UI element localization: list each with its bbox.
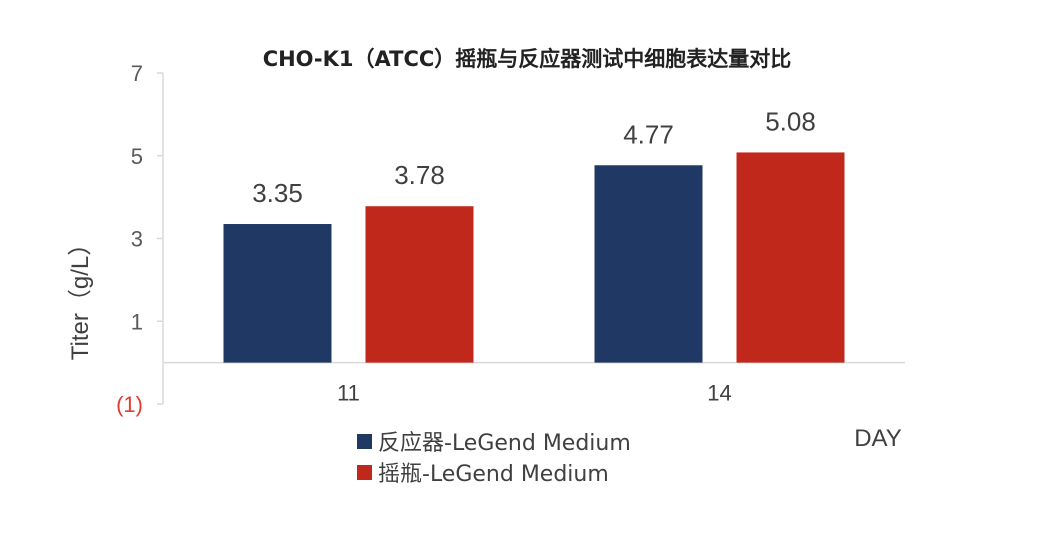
y-tick-label: (1) [116, 392, 143, 417]
y-axis: 7 5 3 1 (1) [116, 61, 164, 417]
data-label: 4.77 [623, 119, 674, 149]
chart-title: CHO-K1（ATCC）摇瓶与反应器测试中细胞表达量对比 [263, 47, 792, 71]
data-label: 3.35 [252, 178, 303, 208]
data-label: 5.08 [765, 106, 816, 136]
x-tick-label: 11 [337, 381, 360, 406]
bar [594, 165, 703, 363]
legend-label: 反应器-LeGend Medium [378, 431, 631, 456]
y-tick-label: 5 [131, 144, 143, 169]
legend: 反应器-LeGend Medium 摇瓶-LeGend Medium [357, 431, 631, 487]
x-axis: 11 14 [163, 361, 905, 406]
y-tick-label: 3 [131, 227, 143, 252]
y-tick-label: 7 [131, 61, 143, 86]
y-tick-label: 1 [131, 309, 143, 334]
data-label: 3.78 [394, 160, 445, 190]
legend-swatch [357, 465, 372, 480]
bar [223, 224, 332, 363]
data-labels: 3.35 3.78 4.77 5.08 [252, 106, 816, 208]
x-tick-label: 14 [707, 381, 731, 406]
bar [736, 152, 845, 363]
bar [365, 206, 474, 363]
legend-swatch [357, 434, 372, 449]
bars [223, 152, 845, 363]
x-axis-title: DAY [854, 425, 902, 452]
y-axis-title: Titer（g/L） [67, 232, 94, 360]
legend-label: 摇瓶-LeGend Medium [378, 462, 609, 487]
